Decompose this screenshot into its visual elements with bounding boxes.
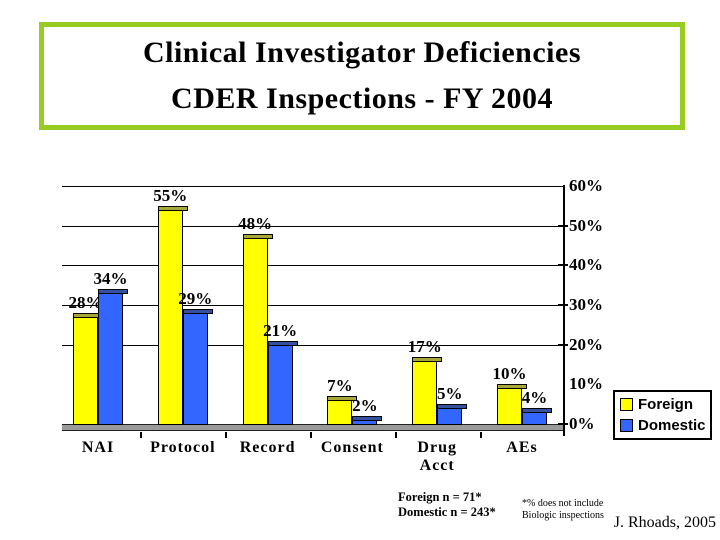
bar-top-cap xyxy=(157,205,188,211)
bar-top-cap xyxy=(267,340,298,346)
bar-label-foreign-5: 10% xyxy=(492,364,527,384)
legend-swatch-domestic-icon xyxy=(620,419,633,432)
bar-top-cap xyxy=(98,289,128,295)
title-box: Clinical Investigator Deficiencies CDER … xyxy=(39,22,685,130)
bar-foreign-record xyxy=(242,233,273,425)
bar-label-foreign-2: 48% xyxy=(238,213,273,233)
footnote: *% does not include Biologic inspections xyxy=(522,498,604,522)
y-axis-label-20%: 20% xyxy=(569,334,603,354)
bar-label-domestic-1: 29% xyxy=(178,289,213,308)
sample-size-foreign: Foreign n = 71* xyxy=(398,490,482,504)
gridline-30 xyxy=(62,305,565,306)
bar-foreign-nai xyxy=(73,312,103,425)
bar-domestic-consent xyxy=(352,416,383,425)
bar-label-foreign-0: 28% xyxy=(68,292,103,312)
category-label-drug-acct: Drug Acct xyxy=(392,439,482,475)
bar-top-cap xyxy=(182,309,213,314)
bar-top-cap xyxy=(497,384,527,390)
bar-label-domestic-5: 4% xyxy=(521,388,548,408)
category-label-text: AEs xyxy=(506,439,538,456)
slide-title-line2: CDER Inspections - FY 2004 xyxy=(171,82,553,115)
legend-swatch-foreign-icon xyxy=(620,398,633,411)
bar-top-cap xyxy=(522,408,552,414)
legend-label-foreign: Foreign xyxy=(638,396,693,413)
gridline-60 xyxy=(62,186,565,187)
chart-legend: Foreign Domestic xyxy=(613,390,712,440)
y-axis-label-50%: 50% xyxy=(569,215,603,235)
value-axis-line xyxy=(563,185,565,436)
y-axis-label-0%: 0% xyxy=(569,414,595,433)
category-label-text: NAI xyxy=(81,439,115,456)
category-label-text: Protocol xyxy=(150,439,216,456)
value-axis-tick xyxy=(558,343,568,346)
footnote-line2: Biologic inspections xyxy=(522,510,604,521)
sample-size-domestic: Domestic n = 243* xyxy=(398,505,496,519)
gridline-50 xyxy=(62,225,565,227)
y-axis-label-40%: 40% xyxy=(569,255,603,275)
footnote-line1: *% does not include xyxy=(522,498,604,509)
bar-domestic-protocol xyxy=(182,309,213,425)
category-axis-tick xyxy=(394,432,397,438)
bar-domestic-aes xyxy=(522,408,552,425)
value-axis-tick xyxy=(558,304,568,306)
bar-label-foreign-4: 17% xyxy=(407,336,442,356)
bar-foreign-drug-acct xyxy=(412,356,443,425)
y-axis-label-30%: 30% xyxy=(569,295,603,314)
bar-domestic-drug-acct xyxy=(437,404,468,425)
y-axis-label-60%: 60% xyxy=(569,176,603,195)
y-axis-label-10%: 10% xyxy=(569,374,603,394)
bar-domestic-record xyxy=(267,340,298,425)
legend-label-domestic: Domestic xyxy=(638,417,706,434)
gridline-20 xyxy=(62,344,565,346)
legend-entry-foreign: Foreign xyxy=(620,396,710,413)
bar-foreign-protocol xyxy=(157,205,188,425)
category-label-text: Drug xyxy=(417,439,457,456)
bar-label-foreign-3: 7% xyxy=(327,376,353,396)
bar-foreign-aes xyxy=(497,384,527,425)
value-axis-tick xyxy=(558,264,568,267)
category-label-protocol: Protocol xyxy=(138,439,228,457)
bar-top-cap xyxy=(412,356,443,362)
bar-label-foreign-1: 55% xyxy=(153,185,188,205)
category-label-nai: NAI xyxy=(53,439,143,457)
category-axis-tick xyxy=(479,432,482,438)
category-label-aes: AEs xyxy=(477,439,567,457)
category-axis-strip xyxy=(62,424,565,431)
category-axis-tick xyxy=(310,432,312,438)
bar-foreign-consent xyxy=(327,396,358,425)
bar-chart-plot-area: 0% 10% 20% 30% 40% 50% 60% 28% 55% 48% 7% 17% 10% 34%… xyxy=(62,176,603,474)
category-label-consent: Consent xyxy=(307,439,397,457)
category-label-text: Acct xyxy=(419,457,455,474)
bar-domestic-nai xyxy=(98,289,128,425)
bar-top-cap xyxy=(437,404,468,410)
bar-top-cap xyxy=(327,396,358,402)
category-axis-tick xyxy=(140,432,143,438)
bar-label-domestic-4: 5% xyxy=(436,384,463,404)
slide-title-line1: Clinical Investigator Deficiencies xyxy=(142,36,582,69)
sample-size-note: Foreign n = 71* Domestic n = 243* xyxy=(398,490,496,520)
category-label-record: Record xyxy=(223,439,313,457)
category-axis-tick xyxy=(225,432,228,438)
legend-entry-domestic: Domestic xyxy=(620,417,710,434)
bar-label-domestic-0: 34% xyxy=(93,269,128,289)
category-label-text: Record xyxy=(239,439,296,456)
author-credit: J. Rhoads, 2005 xyxy=(613,514,716,531)
bar-label-domestic-2: 21% xyxy=(263,320,298,340)
category-label-text: Consent xyxy=(320,439,384,456)
value-axis-tick xyxy=(558,423,568,425)
bar-label-domestic-3: 2% xyxy=(352,396,378,416)
gridline-40 xyxy=(62,265,565,267)
bar-top-cap xyxy=(242,233,273,239)
bar-top-cap xyxy=(352,416,383,422)
value-axis-tick xyxy=(558,224,568,227)
